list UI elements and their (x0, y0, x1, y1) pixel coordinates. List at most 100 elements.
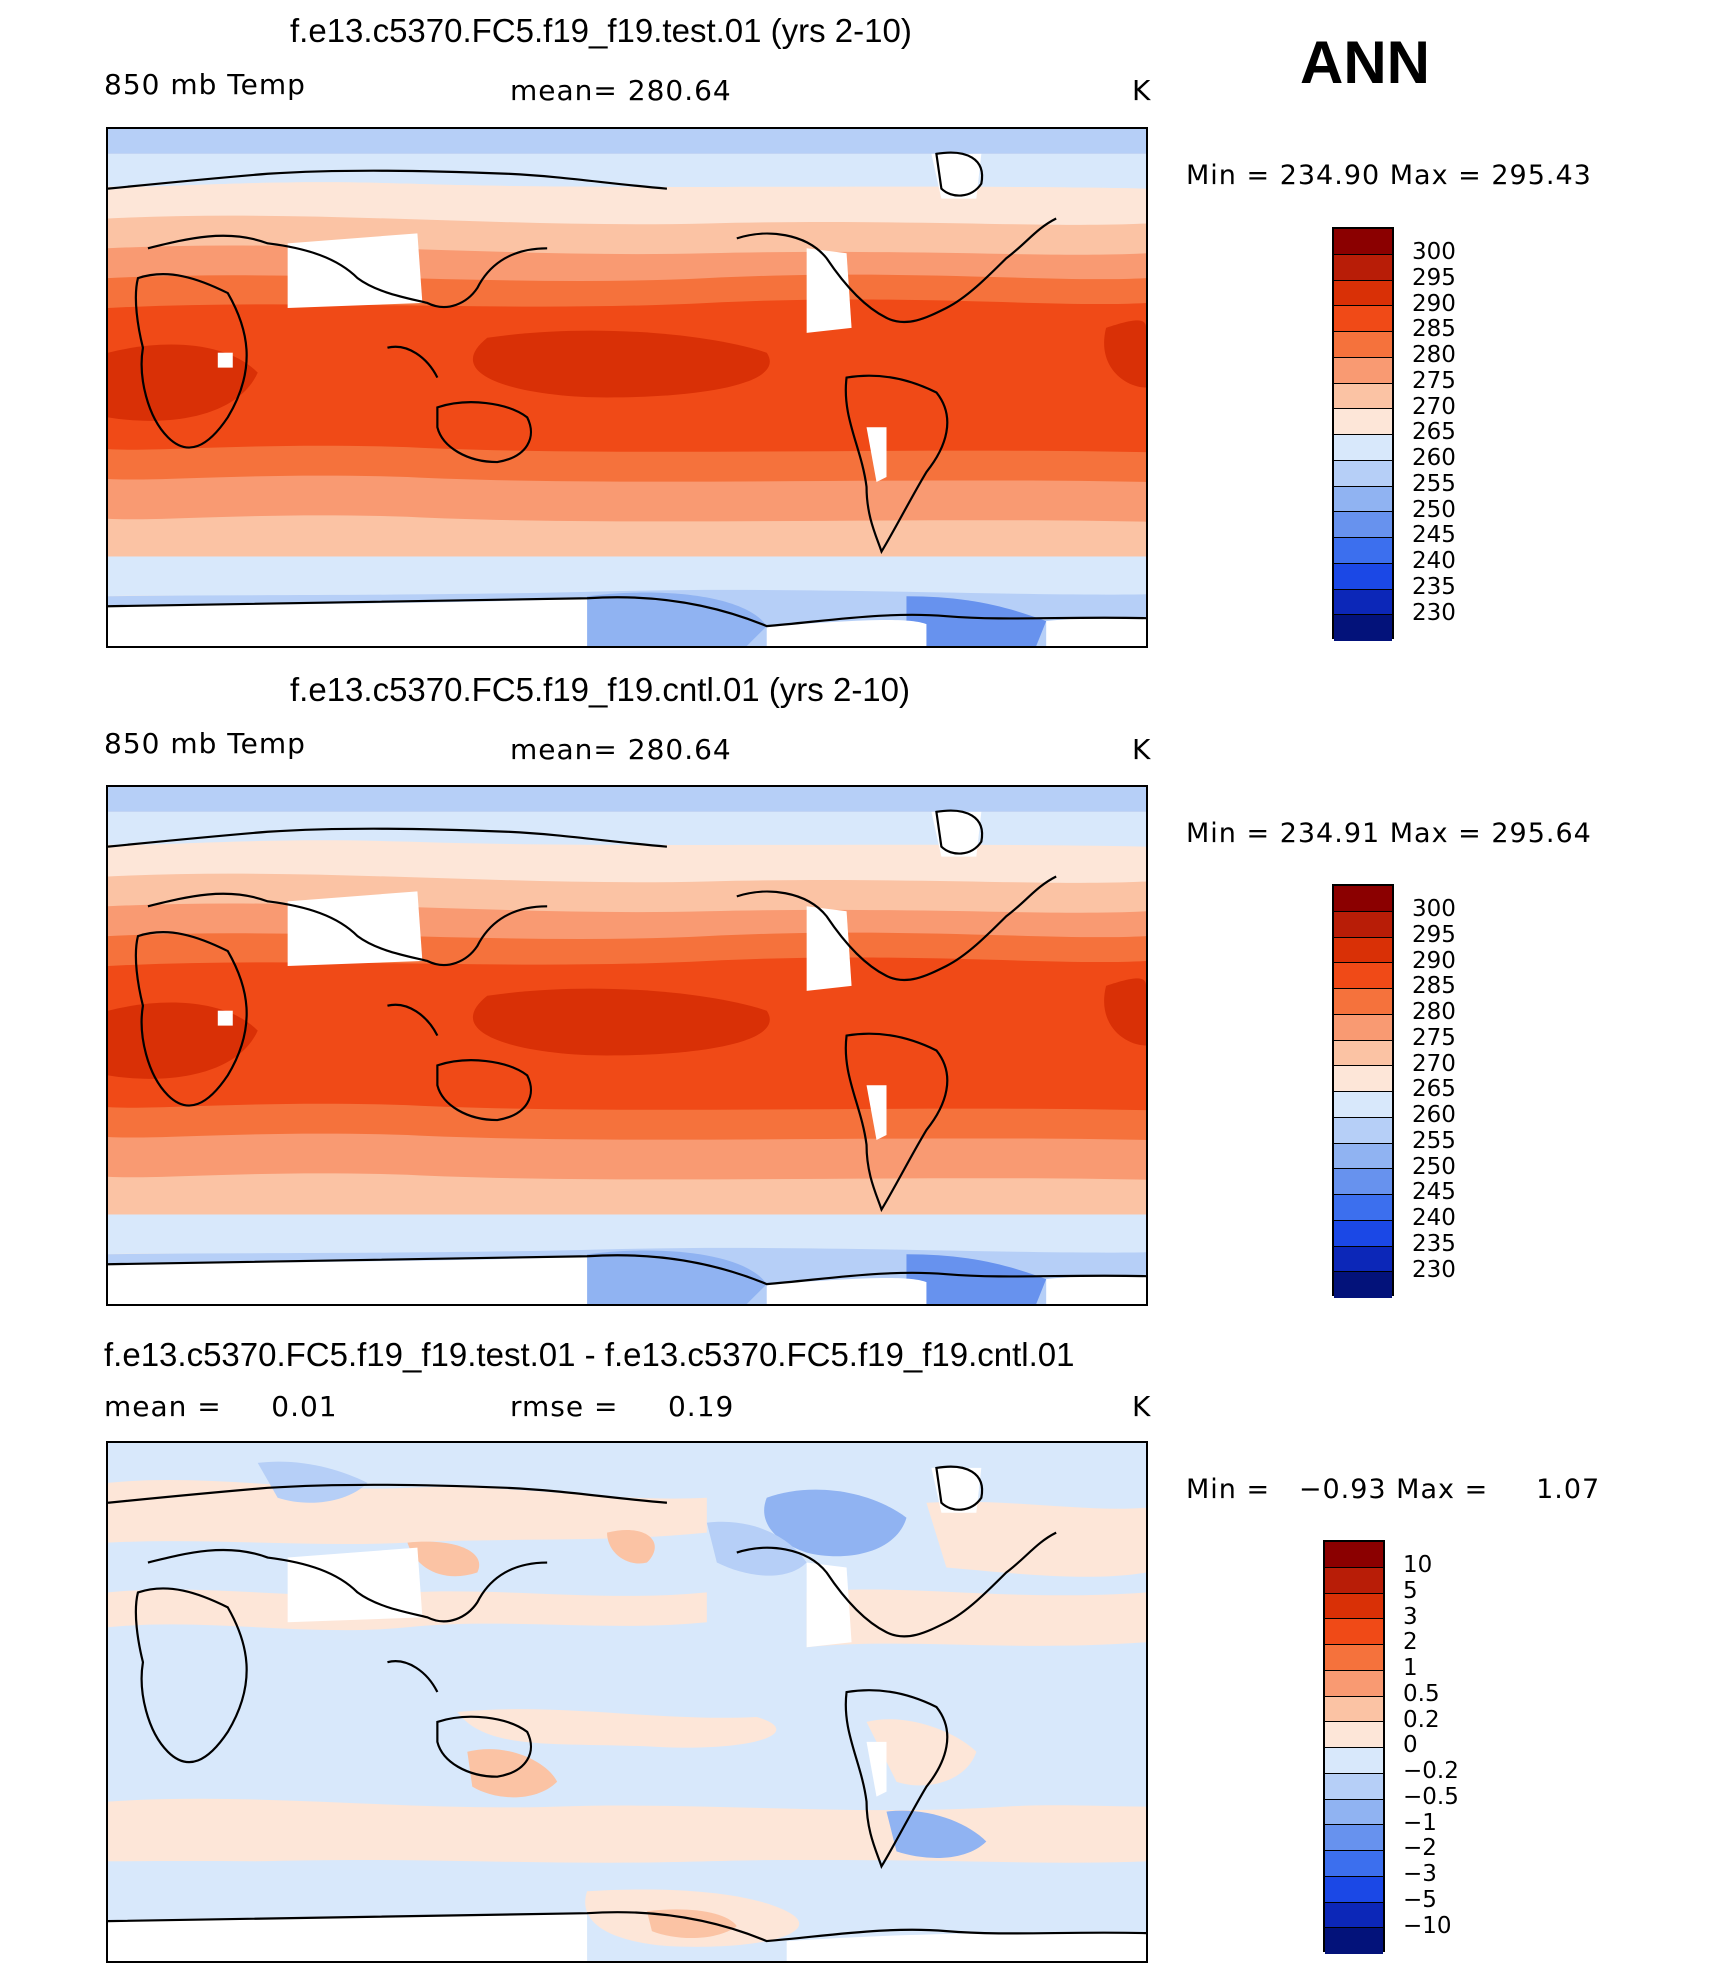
colorbar-tick-label: 245 (1412, 522, 1456, 549)
colorbar-tick-label: 255 (1412, 470, 1456, 497)
colorbar-tick-label: 300 (1412, 239, 1456, 265)
panel-1-colorbar (1332, 227, 1394, 641)
colorbar-swatch (1334, 409, 1392, 435)
colorbar-tick-label: −1 (1403, 1809, 1437, 1836)
colorbar-swatch (1334, 886, 1392, 912)
colorbar-swatch (1334, 1117, 1392, 1144)
colorbar-swatch (1325, 1773, 1383, 1800)
colorbar-swatch (1325, 1722, 1383, 1748)
colorbar-swatch (1334, 1066, 1392, 1092)
colorbar-swatch (1334, 1195, 1392, 1221)
colorbar-tick-label: −0.2 (1403, 1758, 1459, 1784)
colorbar-swatch (1325, 1645, 1383, 1671)
colorbar-swatch (1325, 1799, 1383, 1826)
panel-1-minmax: Min = 234.90 Max = 295.43 (1186, 160, 1592, 191)
panel-1-units-label: K (1132, 74, 1152, 107)
colorbar-tick-label: 285 (1412, 316, 1456, 343)
panel-2-variable-label: 850 mb Temp (104, 727, 306, 760)
colorbar-tick-label: −0.5 (1403, 1783, 1459, 1810)
colorbar-swatch (1334, 989, 1392, 1015)
colorbar-tick-label: 3 (1403, 1603, 1418, 1630)
colorbar-swatch (1334, 254, 1392, 281)
colorbar-tick-label: 270 (1412, 1050, 1456, 1077)
colorbar-swatch (1334, 1014, 1392, 1041)
colorbar-swatch (1334, 357, 1392, 384)
colorbar-tick-label: 230 (1412, 1256, 1456, 1283)
panel-1-map (106, 127, 1148, 648)
panel-2-minmax: Min = 234.91 Max = 295.64 (1186, 818, 1592, 849)
colorbar-swatch (1334, 563, 1392, 590)
colorbar-swatch (1334, 1169, 1392, 1195)
colorbar-swatch (1325, 1876, 1383, 1903)
panel-1-title: f.e13.c5370.FC5.f19_f19.test.01 (yrs 2-1… (290, 12, 912, 49)
colorbar-swatch (1334, 1092, 1392, 1118)
colorbar-swatch (1334, 1272, 1392, 1298)
panel-2-map (106, 785, 1148, 1306)
colorbar-tick-label: 260 (1412, 1102, 1456, 1128)
colorbar-swatch (1325, 1542, 1383, 1568)
colorbar-swatch (1334, 280, 1392, 307)
colorbar-swatch (1334, 332, 1392, 358)
colorbar-swatch (1334, 963, 1392, 989)
panel-3-minmax: Min = −0.93 Max = 1.07 (1186, 1474, 1601, 1505)
colorbar-tick-label: 2 (1403, 1629, 1418, 1656)
colorbar-tick-label: 240 (1412, 548, 1456, 574)
colorbar-tick-label: 300 (1412, 896, 1456, 922)
colorbar-swatch (1325, 1748, 1383, 1774)
colorbar-swatch (1334, 306, 1392, 332)
colorbar-swatch (1334, 615, 1392, 641)
panel-2-mean-label: mean= 280.64 (510, 733, 732, 766)
colorbar-swatch (1325, 1902, 1383, 1929)
colorbar-tick-label: 1 (1403, 1655, 1418, 1681)
colorbar-tick-label: 295 (1412, 921, 1456, 948)
colorbar-tick-label: 275 (1412, 1024, 1456, 1051)
colorbar-tick-label: 295 (1412, 264, 1456, 291)
season-label: ANN (1300, 29, 1430, 96)
colorbar-tick-label: 240 (1412, 1205, 1456, 1231)
colorbar-tick-label: 265 (1412, 419, 1456, 446)
colorbar-tick-label: 290 (1412, 947, 1456, 974)
colorbar-swatch (1334, 512, 1392, 538)
panel-3-colorbar (1323, 1540, 1385, 1954)
colorbar-swatch (1325, 1593, 1383, 1620)
colorbar-tick-label: 290 (1412, 290, 1456, 317)
colorbar-tick-label: −5 (1403, 1886, 1437, 1913)
colorbar-swatch (1334, 1220, 1392, 1247)
panel-2-colorbar (1332, 884, 1394, 1298)
panel-2-units-label: K (1132, 733, 1152, 766)
panel-3-rmse-label: rmse = 0.19 (510, 1390, 735, 1423)
panel-3-title: f.e13.c5370.FC5.f19_f19.test.01 - f.e13.… (104, 1336, 1075, 1373)
colorbar-swatch (1334, 1040, 1392, 1067)
colorbar-tick-label: 250 (1412, 496, 1456, 523)
colorbar-swatch (1334, 486, 1392, 513)
panel-3-mean-label: mean = 0.01 (104, 1390, 338, 1423)
panel-2-title: f.e13.c5370.FC5.f19_f19.cntl.01 (yrs 2-1… (290, 671, 911, 708)
colorbar-tick-label: 255 (1412, 1127, 1456, 1154)
colorbar-tick-label: 275 (1412, 367, 1456, 394)
colorbar-tick-label: 260 (1412, 445, 1456, 471)
colorbar-swatch (1325, 1670, 1383, 1697)
panel-3-map (106, 1441, 1148, 1963)
colorbar-tick-label: 250 (1412, 1153, 1456, 1180)
colorbar-swatch (1325, 1825, 1383, 1851)
colorbar-swatch (1334, 460, 1392, 487)
colorbar-swatch (1334, 383, 1392, 410)
colorbar-swatch (1334, 911, 1392, 938)
panel-3-units-label: K (1132, 1390, 1152, 1423)
colorbar-swatch (1334, 589, 1392, 616)
colorbar-tick-label: −10 (1403, 1912, 1452, 1939)
colorbar-swatch (1334, 435, 1392, 461)
colorbar-tick-label: 5 (1403, 1577, 1418, 1604)
colorbar-swatch (1334, 1143, 1392, 1170)
colorbar-tick-label: 265 (1412, 1076, 1456, 1103)
colorbar-tick-label: 235 (1412, 573, 1456, 600)
colorbar-swatch (1325, 1619, 1383, 1645)
colorbar-tick-label: 0.2 (1403, 1706, 1440, 1733)
colorbar-swatch (1325, 1567, 1383, 1594)
colorbar-tick-label: 230 (1412, 599, 1456, 626)
colorbar-tick-label: 10 (1403, 1552, 1433, 1578)
colorbar-tick-label: −2 (1403, 1835, 1437, 1862)
colorbar-tick-label: 280 (1412, 999, 1456, 1025)
colorbar-tick-label: −3 (1403, 1861, 1437, 1887)
colorbar-swatch (1334, 229, 1392, 255)
